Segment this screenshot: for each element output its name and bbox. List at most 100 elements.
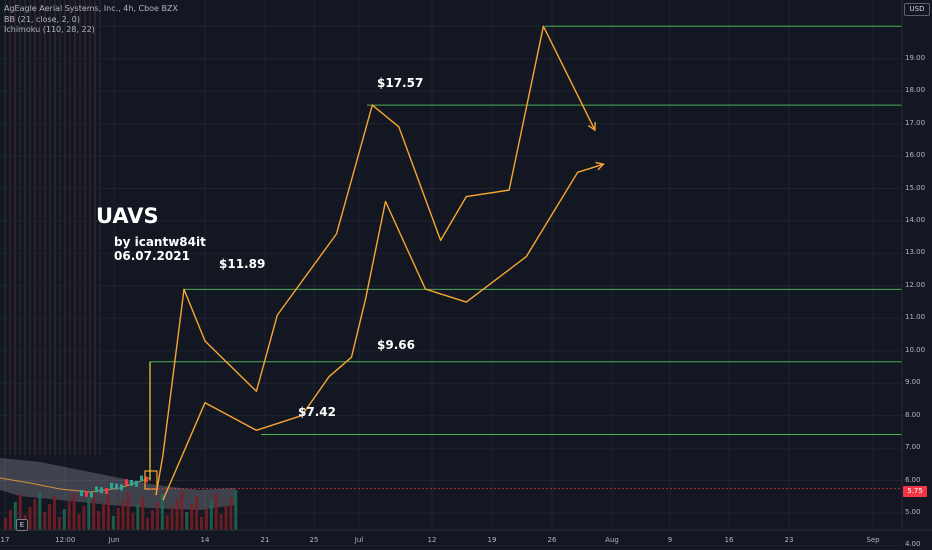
time-tick-label: 26: [547, 536, 557, 544]
volume-bar: [87, 498, 91, 530]
candle: [105, 488, 108, 494]
volume-bar: [33, 499, 37, 530]
volume-bar: [175, 499, 179, 530]
candle: [80, 490, 83, 496]
background-band: [34, 0, 36, 455]
volume-bar: [190, 504, 194, 530]
volume-bar: [131, 513, 135, 530]
candle: [100, 487, 103, 494]
time-tick-label: 14: [200, 536, 210, 544]
volume-bar: [111, 516, 115, 530]
time-tick-label: Jul: [354, 536, 364, 544]
price-tick-label: 7.00: [905, 443, 921, 452]
volume-bar: [102, 503, 105, 530]
background-band: [44, 0, 46, 455]
time-tick-label: 21: [260, 536, 270, 544]
background-band: [29, 0, 31, 455]
volume-bar: [72, 493, 76, 530]
volume-bar: [4, 518, 7, 530]
level-label-9-66: $9.66: [377, 338, 415, 352]
volume-bar: [209, 501, 213, 530]
volume-bar: [43, 512, 47, 530]
projection-line-1: [155, 25, 596, 496]
time-tick-label: 12:00: [55, 536, 76, 544]
time-tick-label: 19: [487, 536, 497, 544]
candle: [110, 482, 113, 489]
volume-bar: [136, 505, 140, 530]
earnings-badge[interactable]: E: [16, 519, 28, 531]
volume-bar: [106, 495, 110, 530]
background-band: [79, 0, 81, 455]
background-band: [59, 0, 61, 455]
volume-bar: [48, 504, 52, 530]
time-tick-label: 25: [309, 536, 319, 544]
volume-bar: [200, 517, 203, 530]
price-tick-label: 18.00: [905, 86, 926, 95]
level-label-11-89: $11.89: [219, 257, 266, 271]
volume-bar: [141, 497, 145, 530]
legend-bb[interactable]: BB (21, close, 2, 0): [4, 14, 80, 24]
volume-bar: [214, 493, 218, 530]
indicator-line: [0, 477, 151, 493]
volume-bar: [180, 491, 184, 530]
time-tick-label: 12: [427, 536, 437, 544]
legend-symbol[interactable]: AgEagle Aerial Systems, Inc., 4h, Cboe B…: [4, 4, 178, 13]
candle: [120, 484, 123, 491]
time-tick-label: Jun: [108, 536, 120, 544]
candle: [145, 476, 148, 483]
volume-bar: [116, 508, 120, 530]
price-tick-label: 15.00: [905, 183, 926, 192]
volume-bar: [146, 518, 150, 530]
time-tick-label: 23: [784, 536, 794, 544]
volume-bar: [97, 511, 101, 530]
price-tick-label: 5.00: [905, 508, 921, 516]
volume-bar: [224, 506, 228, 530]
volume-bar: [62, 509, 66, 530]
background-band: [89, 0, 91, 455]
price-tick-label: 14.00: [905, 215, 926, 224]
background-band: [49, 0, 51, 455]
level-label-17-57: $17.57: [377, 76, 424, 90]
price-level-lines: [149, 25, 902, 490]
level-label-7-42: $7.42: [298, 405, 336, 419]
price-tick-label: 4.00: [905, 540, 921, 549]
candle: [135, 480, 138, 487]
price-tick-label: 9.00: [905, 378, 921, 387]
projection-arrowhead: [587, 122, 596, 132]
volume-bar: [234, 490, 238, 530]
currency-button[interactable]: USD: [904, 3, 930, 16]
indicator-legend: AgEagle Aerial Systems, Inc., 4h, Cboe B…: [4, 4, 178, 36]
price-bars: [0, 458, 238, 530]
volume-bar: [165, 515, 169, 530]
volume-bar: [151, 510, 154, 530]
volume-bar: [121, 500, 125, 530]
volume-bar: [155, 502, 159, 530]
price-tick-label: 12.00: [905, 280, 926, 289]
volume-bar: [18, 494, 22, 530]
price-tick-label: 19.00: [905, 53, 926, 62]
volume-bar: [229, 498, 233, 530]
volume-bar: [185, 512, 189, 530]
volume-bar: [8, 510, 12, 530]
price-tick-label: 11.00: [905, 313, 926, 322]
background-band: [99, 0, 101, 455]
background-band: [39, 0, 41, 455]
candle: [90, 491, 93, 498]
time-tick-label: 16: [724, 536, 734, 544]
background-band: [74, 0, 76, 455]
volume-bar: [195, 496, 199, 530]
volume-bar: [92, 490, 96, 530]
background-band: [94, 0, 96, 455]
background-band: [14, 0, 16, 455]
projection-line-2: [162, 163, 604, 501]
background-band: [84, 0, 86, 455]
last-price-badge: 5.75: [903, 486, 927, 497]
candle: [115, 483, 118, 490]
projection-arrowhead: [595, 161, 605, 171]
background-band: [9, 0, 11, 455]
price-tick-label: 6.00: [905, 475, 921, 484]
legend-ichimoku[interactable]: Ichimoku (110, 28, 22): [4, 25, 95, 34]
author-annotation: by icantw84it 06.07.2021: [114, 235, 206, 263]
